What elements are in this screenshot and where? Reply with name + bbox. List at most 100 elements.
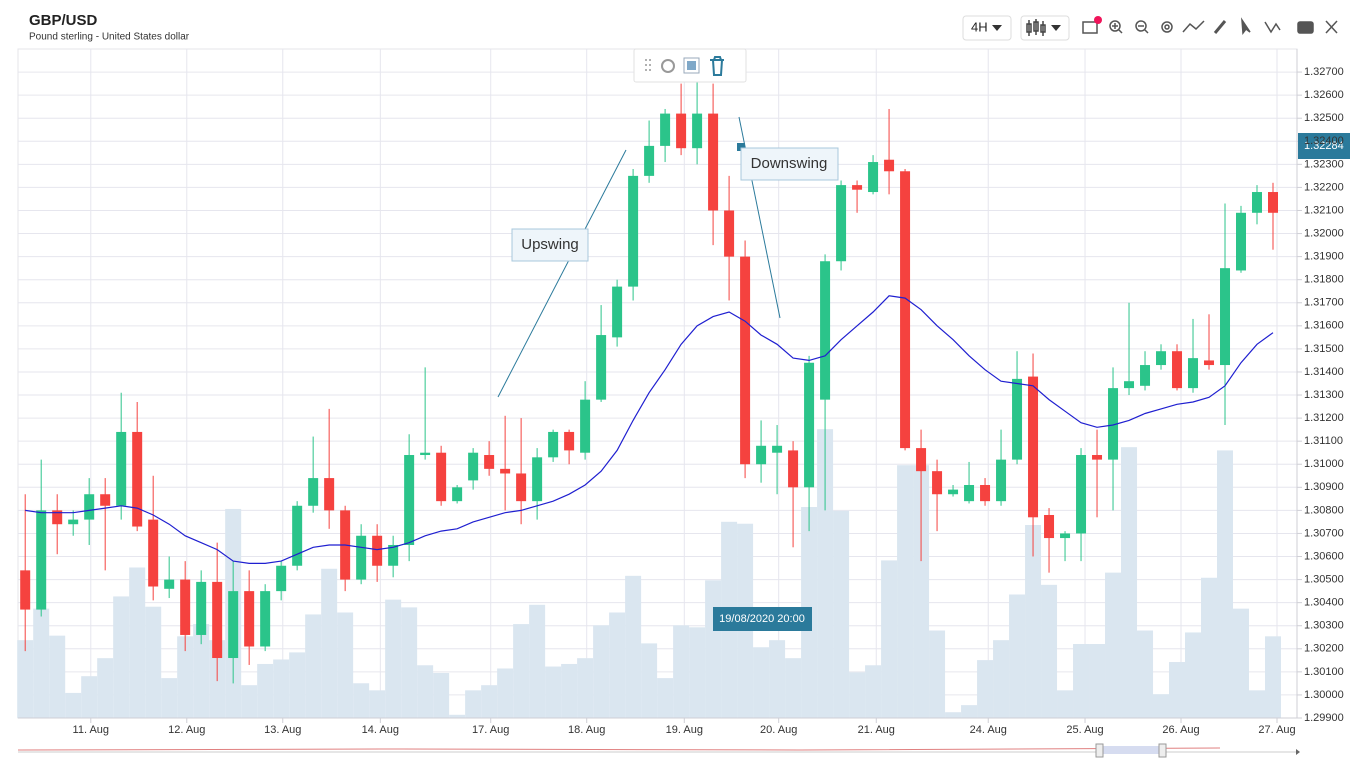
volume-bar bbox=[1233, 608, 1250, 718]
y-tick-label: 1.30700 bbox=[1304, 527, 1344, 539]
candle-body bbox=[276, 565, 287, 592]
volume-bar bbox=[33, 608, 50, 718]
volume-bar bbox=[641, 643, 658, 718]
y-tick-label: 1.30200 bbox=[1304, 643, 1344, 655]
candle-body bbox=[1204, 360, 1215, 366]
drag-handle[interactable] bbox=[645, 59, 651, 71]
y-tick-label: 1.31600 bbox=[1304, 320, 1344, 332]
x-tick-label: 19. Aug bbox=[666, 724, 703, 736]
candle-body bbox=[1012, 378, 1023, 460]
candle-body bbox=[196, 581, 207, 635]
candle-body bbox=[804, 362, 815, 488]
volume-bar bbox=[1265, 636, 1282, 718]
volume-bar bbox=[1169, 662, 1186, 718]
volume-bar bbox=[417, 665, 434, 718]
x-tick-label: 20. Aug bbox=[760, 724, 797, 736]
y-tick-label: 1.30000 bbox=[1304, 689, 1344, 701]
candle-body bbox=[1140, 365, 1151, 386]
y-tick-label: 1.29900 bbox=[1304, 712, 1344, 724]
y-tick-label: 1.32700 bbox=[1304, 66, 1344, 78]
candle-body bbox=[68, 519, 79, 525]
fullscreen-button[interactable] bbox=[1325, 20, 1338, 34]
candle-body bbox=[724, 210, 735, 257]
candle-body bbox=[84, 494, 95, 520]
candle-icon bbox=[1026, 19, 1046, 36]
volume-bar bbox=[129, 567, 146, 718]
candle-body bbox=[836, 185, 847, 262]
delete-button[interactable] bbox=[710, 56, 724, 76]
volume-bar bbox=[1201, 577, 1218, 718]
candle-body bbox=[900, 171, 911, 449]
candle-body bbox=[436, 452, 447, 502]
line-handle[interactable] bbox=[737, 143, 745, 151]
dropdown-arrow bbox=[992, 25, 1002, 31]
annotation-label: Downswing bbox=[751, 155, 828, 172]
volume-bar bbox=[993, 640, 1010, 718]
candle-body bbox=[660, 113, 671, 146]
annotation-box[interactable] bbox=[740, 147, 839, 181]
y-tick-label: 1.30500 bbox=[1304, 573, 1344, 585]
candle-body bbox=[1044, 514, 1055, 539]
annotation-box[interactable] bbox=[511, 228, 589, 262]
candle-body bbox=[1172, 351, 1183, 389]
volume-bar bbox=[1217, 450, 1234, 718]
candle-layer bbox=[20, 74, 1279, 684]
y-tick-label: 1.31500 bbox=[1304, 343, 1344, 355]
y-tick-label: 1.31300 bbox=[1304, 389, 1344, 401]
line-tool-button[interactable] bbox=[1182, 20, 1205, 33]
settings-button[interactable] bbox=[1161, 21, 1173, 33]
y-tick-label: 1.31100 bbox=[1304, 435, 1343, 447]
volume-bar bbox=[1153, 694, 1170, 718]
x-tick-label: 18. Aug bbox=[568, 724, 605, 736]
zoom-in-button[interactable] bbox=[1109, 20, 1121, 32]
x-tick-label: 24. Aug bbox=[970, 724, 1007, 736]
candle-body bbox=[36, 510, 47, 610]
candle-body bbox=[1236, 212, 1247, 271]
volume-bar bbox=[433, 672, 450, 718]
candle-body bbox=[868, 162, 879, 193]
candle-body bbox=[1268, 192, 1279, 213]
candle-body bbox=[548, 431, 559, 458]
volume-bar bbox=[977, 660, 994, 718]
y-tick-label: 1.30800 bbox=[1304, 504, 1344, 516]
volume-bar bbox=[577, 658, 594, 718]
navigator-window[interactable] bbox=[1100, 746, 1162, 754]
navigator-handle[interactable] bbox=[1158, 743, 1167, 758]
crosshair-label: 19/08/2020 20:00 bbox=[719, 613, 805, 625]
candle-body bbox=[1156, 351, 1167, 366]
volume-bar bbox=[193, 624, 210, 718]
candle-body bbox=[308, 478, 319, 506]
zoom-out-button[interactable] bbox=[1135, 20, 1147, 32]
timeframe-button[interactable] bbox=[962, 15, 1012, 41]
candle-body bbox=[1220, 268, 1231, 366]
candle-body bbox=[980, 485, 991, 502]
candle-body bbox=[420, 452, 431, 456]
volume-bar bbox=[609, 612, 626, 718]
last-price-box bbox=[1298, 133, 1350, 159]
notification-dot bbox=[1094, 16, 1102, 24]
navigator-handle[interactable] bbox=[1095, 743, 1104, 758]
volume-bar bbox=[465, 690, 482, 718]
volume-bar bbox=[449, 714, 466, 718]
volume-bar bbox=[65, 692, 82, 718]
indicator-button[interactable] bbox=[1082, 21, 1098, 34]
pen-tool-button[interactable] bbox=[1213, 20, 1227, 34]
candle-body bbox=[212, 581, 223, 659]
cursor-button[interactable] bbox=[1241, 17, 1251, 36]
y-tick-label: 1.31400 bbox=[1304, 366, 1344, 378]
y-tick-label: 1.30300 bbox=[1304, 620, 1344, 632]
pattern-button[interactable] bbox=[1264, 21, 1281, 34]
volume-bar bbox=[241, 685, 258, 718]
volume-bar bbox=[337, 612, 354, 718]
screenshot-button[interactable] bbox=[1297, 21, 1314, 34]
candle-body bbox=[596, 335, 607, 400]
candle-body bbox=[1252, 192, 1263, 213]
upswing-line[interactable] bbox=[497, 149, 627, 398]
volume-bar bbox=[145, 606, 162, 718]
volume-bar bbox=[17, 640, 34, 718]
volume-bar bbox=[113, 596, 130, 718]
candle-body bbox=[132, 431, 143, 527]
navigator-arrow[interactable] bbox=[1296, 749, 1300, 755]
annotation-settings[interactable] bbox=[661, 59, 675, 73]
volume-bar bbox=[897, 465, 914, 718]
